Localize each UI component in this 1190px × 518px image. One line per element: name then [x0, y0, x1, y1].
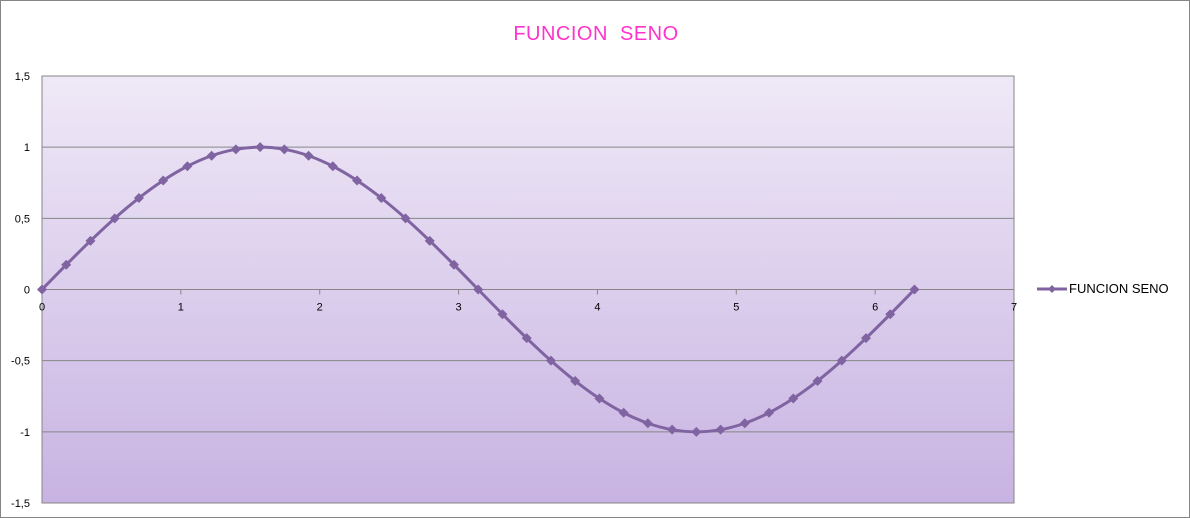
data-point: [860, 333, 871, 344]
chart-title: FUNCION SENO: [513, 23, 679, 45]
y-tick-label: 0: [24, 285, 30, 297]
data-point: [327, 161, 338, 172]
data-point: [182, 161, 193, 172]
x-tick-label: 4: [594, 302, 600, 314]
data-point: [788, 393, 799, 404]
data-point: [764, 407, 775, 418]
data-point: [109, 213, 120, 224]
y-tick-label: 0,5: [15, 213, 30, 225]
data-point: [158, 175, 169, 186]
data-point: [642, 418, 653, 429]
data-point: [570, 375, 581, 386]
x-tick-label: 5: [733, 302, 739, 314]
data-point: [473, 284, 484, 295]
data-point: [376, 193, 387, 204]
data-point: [836, 355, 847, 366]
legend: FUNCION SENO: [1037, 281, 1169, 296]
data-point: [909, 284, 920, 295]
data-point: [85, 235, 96, 246]
x-tick-label: 3: [456, 302, 462, 314]
data-point: [691, 426, 702, 437]
data-point: [206, 150, 217, 161]
data-point: [255, 142, 266, 153]
y-tick-label: -1,5: [11, 498, 30, 510]
data-point: [667, 424, 678, 435]
data-point: [37, 284, 47, 295]
legend-line-icon: [1037, 284, 1067, 293]
x-tick-label: 1: [178, 302, 184, 314]
y-tick-label: -0,5: [11, 356, 30, 368]
data-point: [545, 355, 556, 366]
data-point: [497, 309, 508, 320]
data-point: [885, 309, 896, 320]
x-tick-label: 7: [1011, 302, 1017, 314]
y-tick-label: -1: [20, 427, 30, 439]
data-point: [400, 213, 411, 224]
data-point: [739, 418, 750, 429]
x-tick-label: 0: [39, 302, 45, 314]
data-point: [424, 235, 435, 246]
data-point: [230, 144, 241, 155]
data-point: [715, 424, 726, 435]
data-point: [618, 407, 629, 418]
y-tick-label: 1: [24, 142, 30, 154]
x-tick-label: 2: [317, 302, 323, 314]
data-point: [594, 393, 605, 404]
data-point: [812, 375, 823, 386]
legend-label: FUNCION SENO: [1069, 281, 1169, 296]
data-point: [352, 175, 363, 186]
x-tick-label: 6: [872, 302, 878, 314]
data-point: [279, 144, 290, 155]
data-point: [61, 259, 72, 270]
data-point: [521, 333, 532, 344]
data-point: [133, 193, 144, 204]
y-tick-label: 1,5: [15, 71, 30, 83]
data-point: [449, 259, 460, 270]
data-point: [303, 150, 314, 161]
